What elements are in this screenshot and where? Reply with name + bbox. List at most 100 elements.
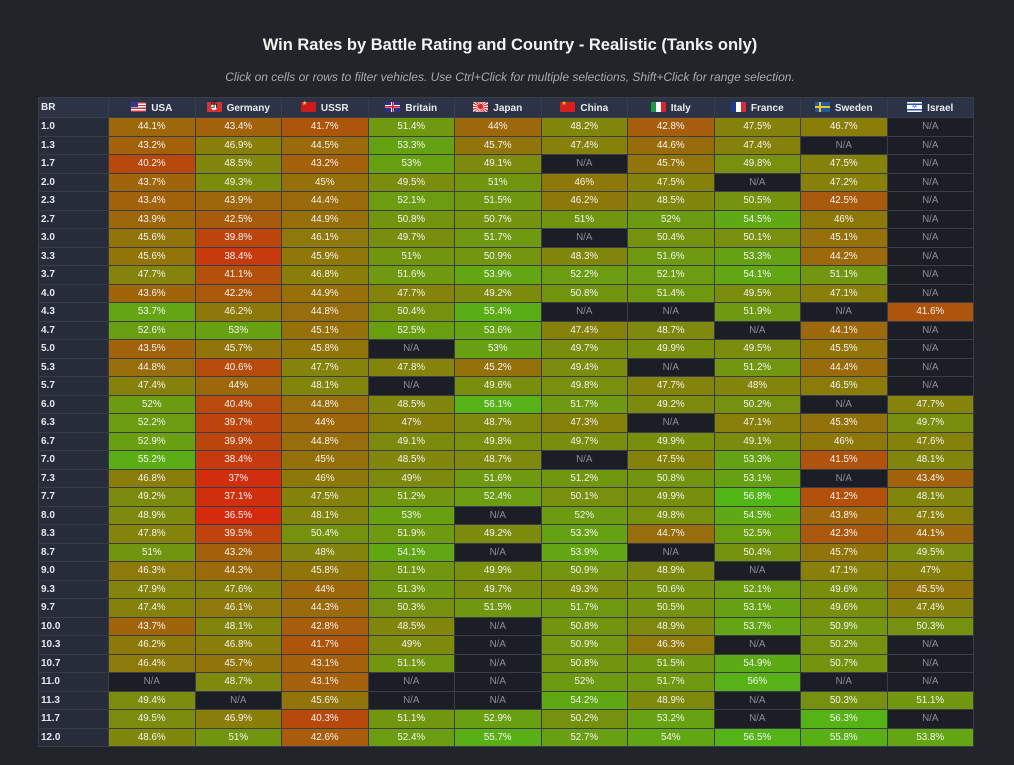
heatmap-cell-na[interactable]: N/A [713,172,801,192]
heatmap-cell[interactable]: 52.1% [713,579,801,599]
heatmap-cell[interactable]: 43.9% [194,191,282,211]
heatmap-cell[interactable]: 52.9% [108,431,196,451]
heatmap-cell[interactable]: 48% [281,542,369,562]
heatmap-cell[interactable]: 45.5% [800,339,888,359]
heatmap-cell[interactable]: 46.7% [800,117,888,137]
heatmap-cell-na[interactable]: N/A [886,191,974,211]
heatmap-cell[interactable]: 42.6% [281,727,369,747]
heatmap-cell[interactable]: 46.2% [108,635,196,655]
heatmap-cell[interactable]: 50.3% [367,598,455,618]
br-row-label[interactable]: 3.3 [38,246,109,266]
heatmap-cell[interactable]: 45.3% [800,413,888,433]
heatmap-cell[interactable]: 47.6% [194,579,282,599]
heatmap-cell[interactable]: 55.2% [108,450,196,470]
heatmap-cell-na[interactable]: N/A [886,117,974,137]
heatmap-cell[interactable]: 51.5% [627,653,715,673]
heatmap-cell[interactable]: 41.1% [194,265,282,285]
heatmap-cell[interactable]: 49.7% [367,228,455,248]
heatmap-cell[interactable]: 47.4% [886,598,974,618]
heatmap-cell[interactable]: 45.7% [627,154,715,174]
country-header-italy[interactable]: Italy [627,97,715,118]
heatmap-cell[interactable]: 50.8% [540,653,628,673]
br-row-2.7[interactable]: 2.7 43.9% 42.5% 44.9% 50.8% 50.7% 51% 52% 54.5% 4… [38,209,974,229]
br-row-5.7[interactable]: 5.7 47.4% 44% 48.1% N/A 49.6% 49.8% 47.7% 48% 46.… [38,376,974,396]
heatmap-cell[interactable]: 47.4% [540,135,628,155]
heatmap-cell[interactable]: 49.4% [540,357,628,377]
heatmap-cell[interactable]: 38.4% [194,246,282,266]
heatmap-cell-na[interactable]: N/A [540,450,628,470]
heatmap-cell[interactable]: 51% [540,209,628,229]
heatmap-cell[interactable]: 51.6% [367,265,455,285]
heatmap-cell[interactable]: 48.5% [367,394,455,414]
heatmap-cell[interactable]: 42.5% [800,191,888,211]
br-row-label[interactable]: 1.7 [38,154,109,174]
heatmap-cell[interactable]: 51.7% [540,394,628,414]
heatmap-cell[interactable]: 54.9% [713,653,801,673]
heatmap-cell[interactable]: 50.4% [713,542,801,562]
br-row-6.7[interactable]: 6.7 52.9% 39.9% 44.8% 49.1% 49.8% 49.7% 49.9% 49… [38,431,974,451]
heatmap-cell-na[interactable]: N/A [454,672,542,692]
heatmap-cell[interactable]: 46.8% [281,265,369,285]
heatmap-cell[interactable]: 53% [367,505,455,525]
heatmap-cell[interactable]: 47.7% [367,283,455,303]
heatmap-cell[interactable]: 47.5% [627,172,715,192]
heatmap-cell-na[interactable]: N/A [367,690,455,710]
heatmap-cell[interactable]: 49.9% [454,561,542,581]
heatmap-cell[interactable]: 48.5% [367,616,455,636]
br-row-label[interactable]: 11.3 [38,690,109,710]
heatmap-cell[interactable]: 43.1% [281,672,369,692]
heatmap-cell[interactable]: 54.2% [540,690,628,710]
heatmap-cell[interactable]: 52.2% [540,265,628,285]
heatmap-cell[interactable]: 50.3% [886,616,974,636]
heatmap-cell[interactable]: 49.8% [540,376,628,396]
heatmap-cell[interactable]: 48.9% [627,561,715,581]
heatmap-cell[interactable]: 53.9% [540,542,628,562]
heatmap-cell[interactable]: 49.1% [367,431,455,451]
heatmap-cell[interactable]: 53.6% [454,320,542,340]
heatmap-cell[interactable]: 49.4% [108,690,196,710]
br-row-12.0[interactable]: 12.0 48.6% 51% 42.6% 52.4% 55.7% 52.7% 54% 56.5%… [38,727,974,747]
heatmap-cell[interactable]: 51.6% [627,246,715,266]
heatmap-cell[interactable]: 50.9% [800,616,888,636]
heatmap-cell[interactable]: 51.9% [713,302,801,322]
heatmap-cell[interactable]: 47.3% [540,413,628,433]
heatmap-cell[interactable]: 39.5% [194,524,282,544]
heatmap-cell[interactable]: 45.7% [194,339,282,359]
heatmap-cell[interactable]: 41.2% [800,487,888,507]
heatmap-cell[interactable]: 49% [367,468,455,488]
heatmap-cell[interactable]: 45% [281,172,369,192]
heatmap-cell[interactable]: 48.5% [627,191,715,211]
heatmap-cell[interactable]: 46.9% [194,135,282,155]
heatmap-cell[interactable]: 53% [454,339,542,359]
heatmap-cell[interactable]: 46.1% [194,598,282,618]
heatmap-cell[interactable]: 46% [800,431,888,451]
heatmap-cell-na[interactable]: N/A [886,246,974,266]
heatmap-cell-na[interactable]: N/A [454,690,542,710]
heatmap-cell[interactable]: 49.1% [713,431,801,451]
br-row-10.0[interactable]: 10.0 43.7% 48.1% 42.8% 48.5% N/A 50.8% 48.9% 53.… [38,616,974,636]
heatmap-cell-na[interactable]: N/A [540,154,628,174]
heatmap-cell[interactable]: 47.7% [627,376,715,396]
heatmap-cell[interactable]: 53.3% [713,450,801,470]
br-row-label[interactable]: 4.0 [38,283,109,303]
heatmap-cell[interactable]: 53.7% [713,616,801,636]
heatmap-cell[interactable]: 49.2% [454,283,542,303]
heatmap-cell[interactable]: 51.4% [627,283,715,303]
heatmap-cell[interactable]: 42.8% [627,117,715,137]
heatmap-cell[interactable]: 43.2% [108,135,196,155]
heatmap-cell[interactable]: 49.5% [108,709,196,729]
heatmap-cell[interactable]: 45.6% [108,246,196,266]
heatmap-cell[interactable]: 40.4% [194,394,282,414]
country-header-britain[interactable]: Britain [367,97,455,118]
heatmap-cell[interactable]: 46.1% [281,228,369,248]
country-header-sweden[interactable]: Sweden [800,97,888,118]
heatmap-cell[interactable]: 39.7% [194,413,282,433]
heatmap-cell[interactable]: 53.1% [713,598,801,618]
heatmap-cell-na[interactable]: N/A [454,505,542,525]
br-row-1.3[interactable]: 1.3 43.2% 46.9% 44.5% 53.3% 45.7% 47.4% 44.6% 47… [38,135,974,155]
heatmap-cell[interactable]: 48.1% [886,450,974,470]
heatmap-cell[interactable]: 45.7% [800,542,888,562]
heatmap-cell[interactable]: 50.1% [713,228,801,248]
br-row-label[interactable]: 11.7 [38,709,109,729]
heatmap-cell[interactable]: 51.1% [886,690,974,710]
